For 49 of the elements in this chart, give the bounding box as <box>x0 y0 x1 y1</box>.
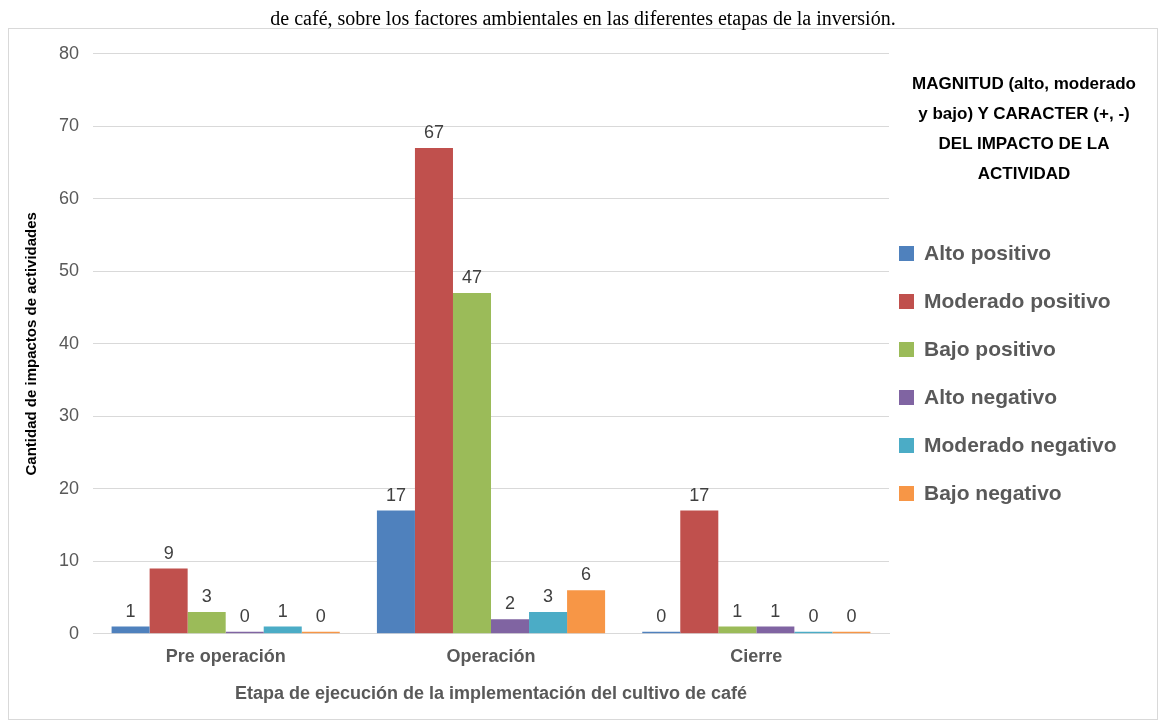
legend-label: Bajo negativo <box>924 481 1062 505</box>
bar <box>680 510 719 634</box>
data-label: 47 <box>461 267 483 288</box>
data-label: 3 <box>543 586 554 607</box>
data-label: 1 <box>125 600 136 621</box>
data-label: 1 <box>770 600 781 621</box>
legend-label: Alto negativo <box>924 385 1058 409</box>
legend-label: Alto positivo <box>924 241 1052 265</box>
legend-label: Moderado negativo <box>924 433 1117 457</box>
y-tick-label: 50 <box>58 260 80 281</box>
bar <box>187 612 226 634</box>
data-label: 1 <box>732 600 743 621</box>
y-tick-label: 70 <box>58 115 80 136</box>
y-tick-label: 30 <box>58 405 80 426</box>
y-tick-label: 40 <box>58 332 80 353</box>
x-tick-label: Cierre <box>730 645 783 666</box>
data-label: 0 <box>656 605 667 626</box>
legend-label: Bajo positivo <box>924 337 1056 361</box>
legend-label: Moderado positivo <box>924 289 1111 313</box>
bar <box>149 568 188 634</box>
data-label: 9 <box>163 542 174 563</box>
x-tick-label: Pre operación <box>165 645 286 666</box>
data-label: 3 <box>201 586 212 607</box>
bar <box>452 293 492 634</box>
x-axis-title: Etapa de ejecución de la implementación del cultivo de café <box>234 683 748 704</box>
y-tick-label: 0 <box>69 622 80 643</box>
bar <box>414 148 453 634</box>
y-tick-label: 60 <box>58 187 80 208</box>
data-label: 2 <box>505 593 516 614</box>
data-label: 1 <box>277 600 288 621</box>
data-label: 0 <box>846 605 857 626</box>
bar <box>491 619 530 634</box>
data-label: 17 <box>385 484 406 505</box>
legend-title: MAGNITUD (alto, moderado y bajo) Y CARACTER (+, -) DEL IMPACTO DE LA ACTIVIDAD <box>911 73 1137 185</box>
bar <box>529 612 568 634</box>
data-label: 17 <box>689 484 710 505</box>
bar <box>567 590 606 634</box>
y-tick-label: 10 <box>58 550 80 571</box>
data-label: 0 <box>239 605 250 626</box>
y-tick-label: 80 <box>58 42 80 63</box>
text: de café, sobre los factores ambientales en las diferentes etapas de la inversión. <box>269 7 897 29</box>
y-tick-label: 20 <box>58 477 80 498</box>
bar <box>376 510 415 634</box>
data-label: 0 <box>315 605 326 626</box>
x-tick-label: Operación <box>446 645 536 666</box>
data-label: 0 <box>808 605 819 626</box>
data-label: 6 <box>581 564 592 585</box>
y-axis-title: Cantidad de impactos de actividades <box>22 212 40 476</box>
data-label: 67 <box>423 122 444 143</box>
